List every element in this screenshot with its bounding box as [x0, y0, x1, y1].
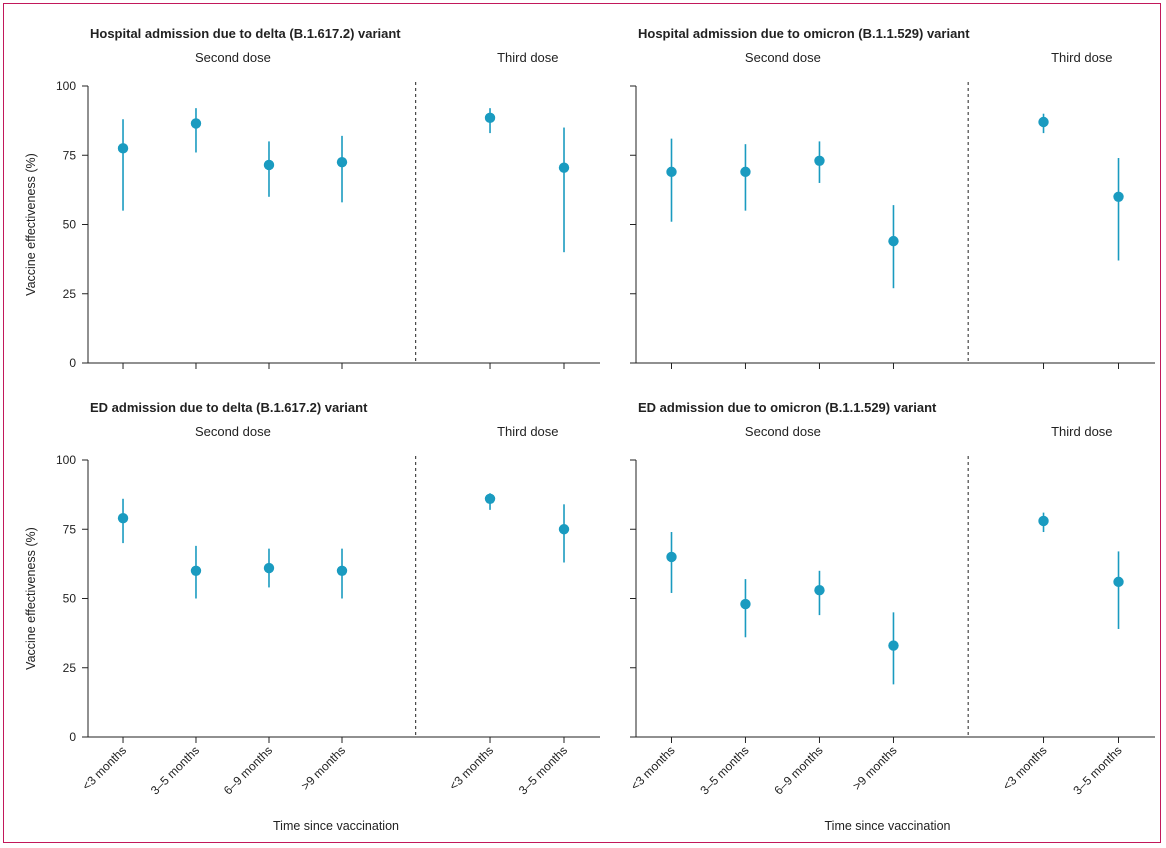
panel-title: ED admission due to delta (B.1.617.2) va… [90, 400, 368, 415]
data-point [814, 584, 825, 596]
x-tick-label: <3 months [628, 743, 678, 793]
x-tick-label: >9 months [298, 743, 348, 793]
data-point [1113, 191, 1124, 202]
y-tick-label: 100 [56, 79, 76, 93]
y-axis-title: Vaccine effectiveness (%) [24, 527, 38, 670]
data-point [1038, 515, 1049, 527]
data-point [888, 640, 899, 651]
data-point [484, 493, 496, 504]
group-label: Second dose [195, 424, 271, 439]
data-point [558, 162, 570, 173]
y-tick-label: 50 [63, 592, 77, 606]
data-point [484, 112, 496, 124]
group-label: Third dose [1051, 424, 1112, 439]
x-tick-label: 3–5 months [516, 743, 570, 797]
x-tick-label: 3–5 months [697, 743, 751, 797]
y-tick-label: 50 [63, 218, 77, 232]
data-point [666, 166, 677, 178]
data-point [117, 143, 129, 154]
group-label: Second dose [745, 50, 821, 65]
x-tick-label: 6–9 months [221, 743, 275, 797]
group-label: Third dose [497, 50, 558, 65]
chart-panel-2: Hospital admission due to omicron (B.1.1… [630, 26, 1155, 369]
data-point [740, 166, 751, 178]
chart-panel-1: Hospital admission due to delta (B.1.617… [24, 26, 600, 370]
panel-title: Hospital admission due to omicron (B.1.1… [638, 26, 970, 41]
x-tick-label: <3 months [79, 743, 129, 793]
y-tick-label: 25 [63, 661, 77, 675]
data-point [190, 565, 202, 576]
chart-panel-4: ED admission due to omicron (B.1.1.529) … [628, 400, 1155, 833]
x-tick-label: <3 months [446, 743, 496, 793]
group-label: Third dose [1051, 50, 1112, 65]
x-tick-label: <3 months [1000, 743, 1050, 793]
y-tick-label: 0 [69, 730, 76, 744]
y-tick-label: 75 [63, 148, 77, 162]
y-tick-label: 75 [63, 522, 77, 536]
data-point [263, 159, 275, 171]
x-tick-label: 3–5 months [148, 743, 202, 797]
x-tick-label: >9 months [850, 743, 900, 793]
group-label: Second dose [195, 50, 271, 65]
group-label: Second dose [745, 424, 821, 439]
data-point [666, 551, 677, 563]
data-point [336, 156, 348, 168]
data-point [117, 512, 129, 524]
y-tick-label: 25 [63, 287, 77, 301]
y-tick-label: 100 [56, 453, 76, 467]
x-axis-title: Time since vaccination [273, 819, 399, 833]
data-point [263, 562, 275, 574]
x-tick-label: 6–9 months [771, 743, 825, 797]
data-point [888, 235, 899, 247]
chart-panel-3: ED admission due to delta (B.1.617.2) va… [24, 400, 600, 833]
x-tick-label: 3–5 months [1070, 743, 1124, 797]
y-tick-label: 0 [69, 356, 76, 370]
group-label: Third dose [497, 424, 558, 439]
x-axis-title: Time since vaccination [825, 819, 951, 833]
data-point [1113, 576, 1124, 588]
panel-title: Hospital admission due to delta (B.1.617… [90, 26, 401, 41]
data-point [1038, 116, 1049, 128]
data-point [740, 598, 751, 610]
data-point [814, 155, 825, 166]
y-axis-title: Vaccine effectiveness (%) [24, 153, 38, 296]
panel-title: ED admission due to omicron (B.1.1.529) … [638, 400, 937, 415]
data-point [558, 524, 570, 535]
data-point [190, 118, 202, 129]
data-point [336, 565, 348, 576]
